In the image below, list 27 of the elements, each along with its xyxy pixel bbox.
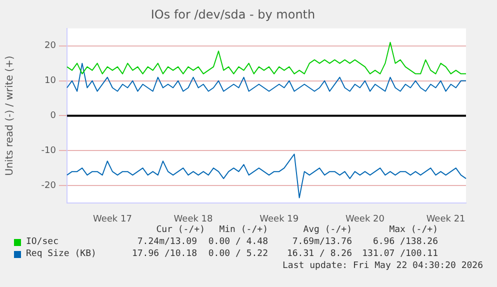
text: Avg (-/+): [303, 225, 352, 235]
y-tick-label: -10: [41, 146, 56, 156]
y-tick-label: 10: [44, 76, 56, 86]
text: Max (-/+): [389, 225, 438, 235]
x-tick-label: Week 21: [426, 214, 466, 225]
y-tick-label: 0: [50, 111, 56, 122]
text: Last update: Fri May 22 04:30:20 2026: [282, 261, 483, 271]
text: 16.31 / 8.26: [286, 249, 352, 259]
y-tick-label: 20: [44, 41, 56, 52]
text: 0.00 / 5.22: [208, 249, 268, 259]
x-tick-label: Week 18: [174, 214, 214, 225]
text: 0.00 / 4.48: [208, 237, 268, 247]
text: Cur (-/+): [156, 225, 205, 235]
x-tick-label: Week 17: [92, 214, 132, 225]
y-axis-title: Units read (-) / write (+): [4, 56, 16, 176]
legend-label: IO/sec: [26, 237, 59, 247]
text: 17.96 /10.18: [132, 249, 197, 259]
x-tick-label: Week 19: [260, 214, 299, 225]
y-tick-label: -20: [41, 180, 56, 191]
text: 6.96 /138.26: [372, 237, 438, 247]
text: Min (-/+): [219, 225, 268, 235]
text: 7.69m/13.76: [292, 237, 352, 247]
chart-title: IOs for /dev/sda - by month: [150, 7, 316, 22]
x-tick-label: Week 20: [345, 214, 385, 225]
text: 7.24m/13.09: [137, 237, 197, 247]
text: 131.07 /100.11: [362, 249, 438, 259]
legend-label: Req Size (KB): [26, 249, 96, 259]
